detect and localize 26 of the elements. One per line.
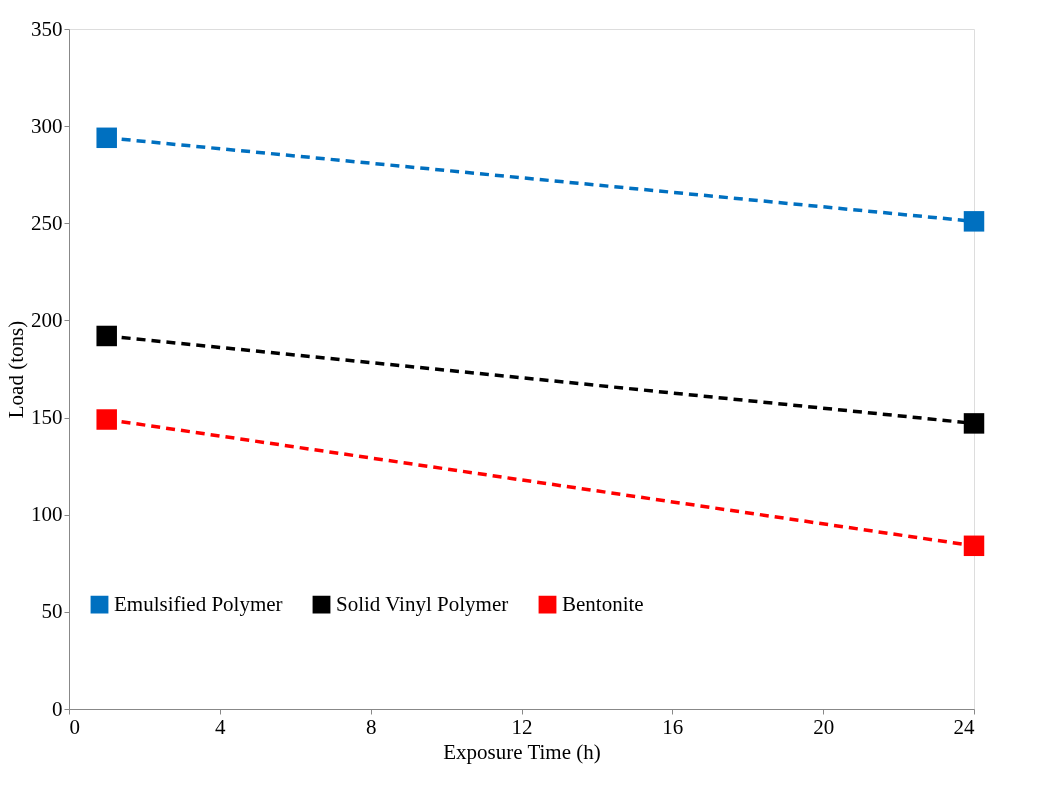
point bbox=[96, 409, 117, 430]
point bbox=[96, 325, 117, 347]
y-tick-label: 100 bbox=[31, 502, 63, 527]
point bbox=[963, 211, 985, 232]
x-axis-title: Exposure Time (h) bbox=[443, 739, 601, 764]
x-tick-label: 12 bbox=[511, 714, 533, 739]
x-tick-label: 20 bbox=[813, 714, 835, 739]
point bbox=[963, 413, 985, 434]
legend-label: Bentonite bbox=[562, 591, 644, 616]
legend-label: Emulsified Polymer bbox=[114, 591, 283, 616]
y-tick-label: 300 bbox=[31, 113, 63, 138]
point bbox=[963, 535, 985, 557]
x-tick-label: 0 bbox=[69, 714, 80, 739]
x-tick-label: 24 bbox=[953, 714, 975, 739]
legend-label: Solid Vinyl Polymer bbox=[336, 591, 509, 616]
x-tick-label: 4 bbox=[215, 714, 227, 739]
x-tick-label: 8 bbox=[365, 714, 377, 739]
y-tick-label: 200 bbox=[31, 307, 63, 332]
y-tick-label: 150 bbox=[31, 405, 63, 430]
point bbox=[96, 127, 117, 149]
y-tick-label: 250 bbox=[31, 210, 63, 235]
y-tick-label: 350 bbox=[31, 16, 63, 41]
y-tick-label: 50 bbox=[41, 599, 63, 624]
y-axis-title: Load (tons) bbox=[4, 320, 28, 419]
y-tick-label: 0 bbox=[52, 696, 63, 721]
x-tick-label: 16 bbox=[662, 714, 684, 739]
